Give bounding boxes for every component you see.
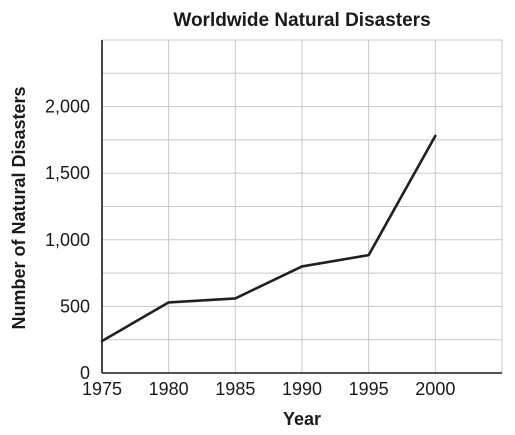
x-tick-labels: 1975 1980 1985 1990 1995 2000 [82,379,455,399]
grid [102,39,503,373]
y-tick-label: 500 [60,296,90,316]
axes [101,40,502,374]
y-axis-title: Number of Natural Disasters [9,86,29,329]
y-tick-label: 0 [80,363,90,383]
y-tick-label: 2,000 [45,97,90,117]
series-group [100,134,437,343]
x-tick-label: 1975 [82,379,122,399]
x-tick-label: 1990 [282,379,322,399]
x-tick-label: 1995 [349,379,389,399]
y-tick-labels: 0 500 1,000 1,500 2,000 [45,97,90,383]
x-axis-title: Year [283,409,321,429]
x-tick-label: 1980 [149,379,189,399]
chart-title: Worldwide Natural Disasters [173,10,430,31]
x-tick-label: 2000 [415,379,455,399]
y-tick-label: 1,000 [45,230,90,250]
y-tick-label: 1,500 [45,163,90,183]
series-line [100,134,437,343]
x-tick-label: 1985 [215,379,255,399]
